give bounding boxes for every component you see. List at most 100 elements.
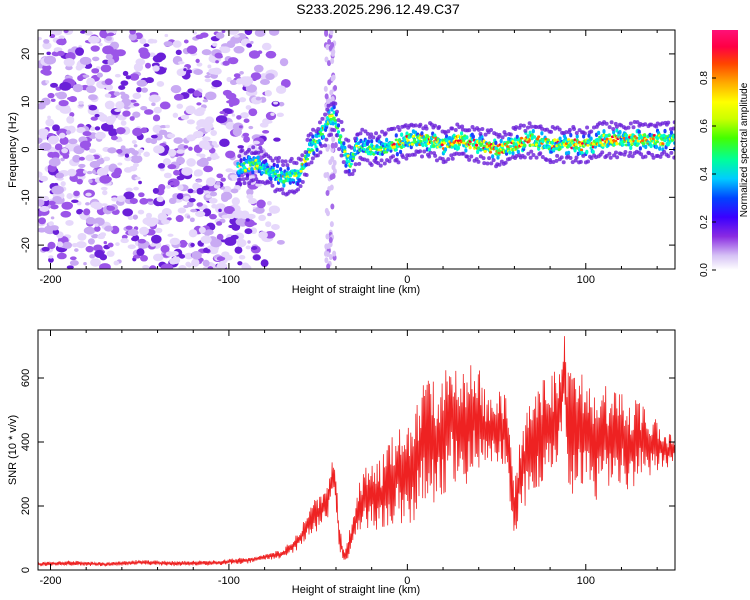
ridge-halo-cell [585,125,590,130]
ridge-cell [651,137,655,141]
ridge-cell [291,178,296,182]
noise-cell [186,158,196,167]
ridge-halo-cell [480,126,485,131]
noise-cell [86,77,96,87]
noise-cell [152,39,158,44]
ridge-halo-cell [658,154,663,159]
ridge-halo-cell [567,127,572,132]
ridge-halo-cell [428,150,433,155]
ridge-halo-cell [350,172,355,177]
ridge-halo-cell [586,159,591,164]
noise-cell [153,145,165,154]
ridge-cell [362,148,366,151]
ridge-cell [336,130,341,134]
noise-cell [270,112,275,116]
ridge-cell [654,144,659,150]
noise-cell [331,48,336,55]
ridge-cell [367,145,372,149]
noise-cell [238,254,246,260]
noise-cell [56,38,67,46]
noise-cell [215,203,226,212]
noise-cell [157,212,168,221]
noise-cell [60,210,72,218]
ridge-halo-cell [489,127,494,132]
noise-cell [83,208,91,216]
noise-cell [116,195,126,202]
ridge-halo-cell [256,150,261,155]
ridge-cell [427,147,432,152]
ridge-halo-cell [582,131,587,136]
noise-cell [214,52,223,59]
noise-cell [323,172,328,179]
ridge-halo-cell [363,129,368,134]
noise-cell [66,193,73,200]
ridge-cell [468,145,472,150]
noise-cell [145,62,151,69]
ridge-cell [574,143,578,146]
ridge-cell [332,104,336,110]
ridge-halo-cell [540,154,545,159]
ridge-cell [306,153,311,157]
noise-cell [85,154,95,162]
noise-cell [89,254,96,259]
ridge-halo-cell [310,156,315,161]
noise-cell [155,227,163,234]
noise-cell [235,78,243,85]
ridge-halo-cell [503,132,508,137]
noise-cell [58,132,66,139]
noise-cell [244,228,253,235]
noise-cell [51,185,64,195]
noise-cell [173,169,181,176]
noise-cell [175,215,184,223]
ridge-cell [464,148,468,153]
ridge-halo-cell [573,158,578,163]
noise-cell [88,104,98,111]
noise-cell [160,263,174,269]
noise-cell [38,36,42,41]
ridge-halo-cell [604,121,609,126]
noise-cell [122,208,133,217]
ridge-cell [456,145,460,151]
ridge-halo-cell [548,160,553,165]
noise-cell [327,38,332,45]
noise-cell [225,150,236,159]
noise-cell [43,55,57,65]
noise-cell [202,136,211,141]
ridge-halo-cell [465,154,470,159]
ridge-halo-cell [643,154,648,159]
ridge-halo-cell [478,131,483,136]
ridge-halo-cell [334,109,339,114]
ridge-cell [410,142,414,146]
ridge-cell [615,128,619,133]
ridge-halo-cell [450,126,455,131]
figure-title: S233.2025.296.12.49.C37 [296,1,460,17]
x-tick-label: -100 [218,274,240,286]
noise-cell [202,122,214,130]
noise-cell [194,210,206,218]
ridge-cell [661,142,665,146]
ridge-halo-cell [336,118,341,123]
noise-cell [39,205,50,212]
noise-cell [259,79,271,86]
ridge-halo-cell [449,153,454,158]
noise-cell [142,265,150,269]
noise-cell [254,30,266,37]
ridge-cell [440,143,444,147]
noise-cell [96,167,109,177]
noise-cell [38,227,47,233]
noise-cell [94,131,106,140]
noise-cell [169,182,176,186]
noise-cell [90,116,98,121]
ridge-halo-cell [469,154,474,159]
ridge-cell [488,150,493,154]
ridge-halo-cell [611,127,616,132]
ridge-cell [299,169,303,173]
noise-cell [211,42,218,47]
noise-cell [202,259,210,267]
noise-cell [85,85,97,94]
noise-cell [325,44,330,51]
noise-cell [88,178,93,184]
ridge-cell [355,144,359,148]
ridge-cell [448,135,452,141]
